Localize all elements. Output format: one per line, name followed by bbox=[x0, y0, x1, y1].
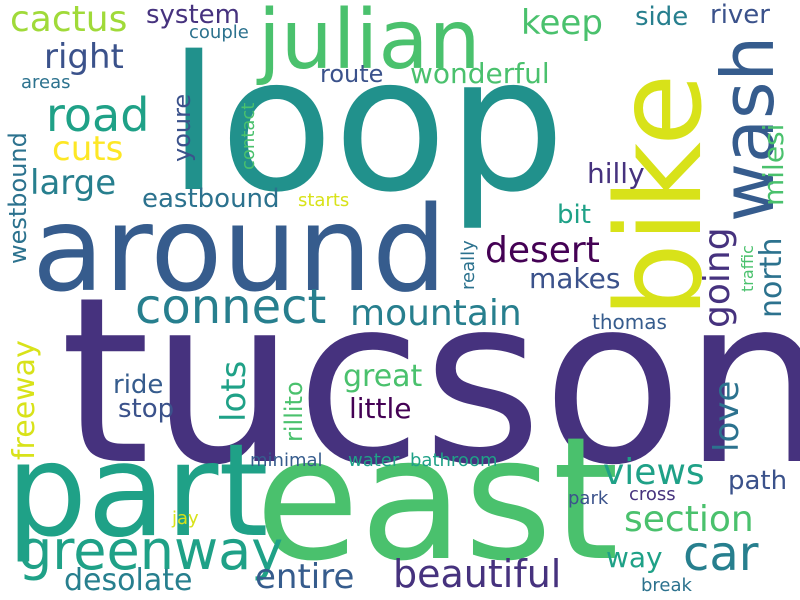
word-contact: contact bbox=[238, 102, 259, 170]
word-makes: makes bbox=[529, 262, 621, 295]
word-julian: julian bbox=[258, 0, 481, 88]
word-large: large bbox=[30, 163, 117, 203]
word-way: way bbox=[606, 541, 663, 574]
word-park: park bbox=[568, 488, 609, 509]
word-views: views bbox=[603, 452, 705, 493]
word-jay: jay bbox=[172, 508, 199, 529]
word-right: right bbox=[44, 37, 124, 77]
word-starts: starts bbox=[298, 190, 350, 211]
word-connect: connect bbox=[135, 279, 327, 335]
word-car: car bbox=[683, 526, 759, 582]
word-really: really bbox=[458, 240, 479, 290]
word-tucson: tucson bbox=[60, 249, 800, 516]
word-desolate: desolate bbox=[64, 563, 193, 598]
word-keep: keep bbox=[521, 3, 603, 43]
word-side: side bbox=[635, 2, 689, 32]
word-love: love bbox=[707, 380, 747, 452]
word-system: system bbox=[146, 0, 240, 30]
word-freeway: freeway bbox=[7, 340, 42, 460]
word-westbound: westbound bbox=[4, 132, 32, 264]
word-beautiful: beautiful bbox=[393, 552, 562, 596]
word-route: route bbox=[320, 60, 384, 88]
word-road: road bbox=[46, 88, 150, 142]
word-thomas: thomas bbox=[592, 310, 667, 334]
word-bathroom: bathroom bbox=[410, 450, 498, 471]
word-traffic: traffic bbox=[738, 245, 757, 292]
word-milesi: milesi bbox=[757, 123, 790, 206]
word-cactus: cactus bbox=[10, 0, 128, 40]
word-around: around bbox=[32, 180, 447, 318]
word-youre: youre bbox=[168, 93, 196, 162]
word-eastbound: eastbound bbox=[142, 184, 280, 214]
word-river: river bbox=[710, 0, 770, 30]
word-great: great bbox=[343, 359, 423, 394]
word-section: section bbox=[624, 499, 754, 540]
word-part: part bbox=[6, 417, 269, 566]
word-path: path bbox=[728, 466, 788, 496]
word-rillito: rillito bbox=[280, 381, 308, 442]
word-break: break bbox=[641, 575, 692, 596]
word-hilly: hilly bbox=[587, 157, 645, 190]
word-areas: areas bbox=[21, 72, 71, 93]
word-lots: lots bbox=[214, 360, 254, 422]
word-greenway: greenway bbox=[18, 519, 284, 582]
word-entire: entire bbox=[255, 557, 355, 597]
word-little: little bbox=[349, 392, 412, 425]
word-mountain: mountain bbox=[350, 293, 522, 334]
word-cross: cross bbox=[629, 484, 676, 505]
word-stop: stop bbox=[118, 394, 175, 424]
word-minimal: minimal bbox=[250, 450, 323, 471]
word-east: east bbox=[255, 401, 619, 599]
word-going: going bbox=[697, 227, 738, 328]
word-bit: bit bbox=[557, 200, 591, 230]
word-cuts: cuts bbox=[52, 129, 124, 169]
word-wonderful: wonderful bbox=[410, 57, 550, 90]
word-north: north bbox=[754, 237, 789, 318]
word-ride: ride bbox=[113, 370, 164, 400]
word-loop: loop bbox=[168, 16, 566, 233]
word-water: water bbox=[348, 450, 400, 471]
word-couple: couple bbox=[189, 22, 249, 43]
word-desert: desert bbox=[485, 230, 600, 271]
